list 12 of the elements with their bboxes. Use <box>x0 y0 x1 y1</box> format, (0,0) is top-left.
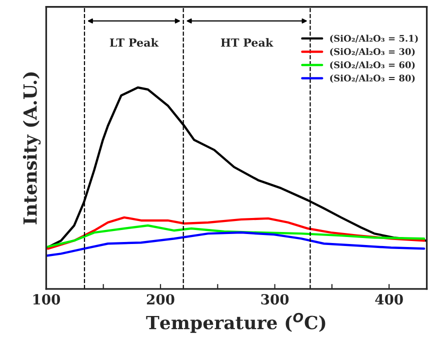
x-axis-title: Temperature ($^{O}$C) <box>146 312 326 333</box>
x-tick-label: 400 <box>375 294 403 305</box>
text: LT Peak <box>110 38 159 47</box>
legend-label: (SiO₂/Al₂O₃ = 30) <box>330 48 415 56</box>
y-axis-title: Intensity (A.U.) <box>22 72 41 224</box>
x-tick-label: 100 <box>33 294 60 305</box>
text: HT Peak <box>220 38 274 47</box>
legend-label: (SiO₂/Al₂O₃ = 5.1) <box>330 34 418 44</box>
legend-label: (SiO₂/Al₂O₃ = 80) <box>330 74 415 83</box>
x-tick-label: 200 <box>146 294 174 305</box>
x-tick-label: 300 <box>261 294 289 305</box>
legend-label: (SiO₂/Al₂O₃ = 60) <box>330 61 415 70</box>
